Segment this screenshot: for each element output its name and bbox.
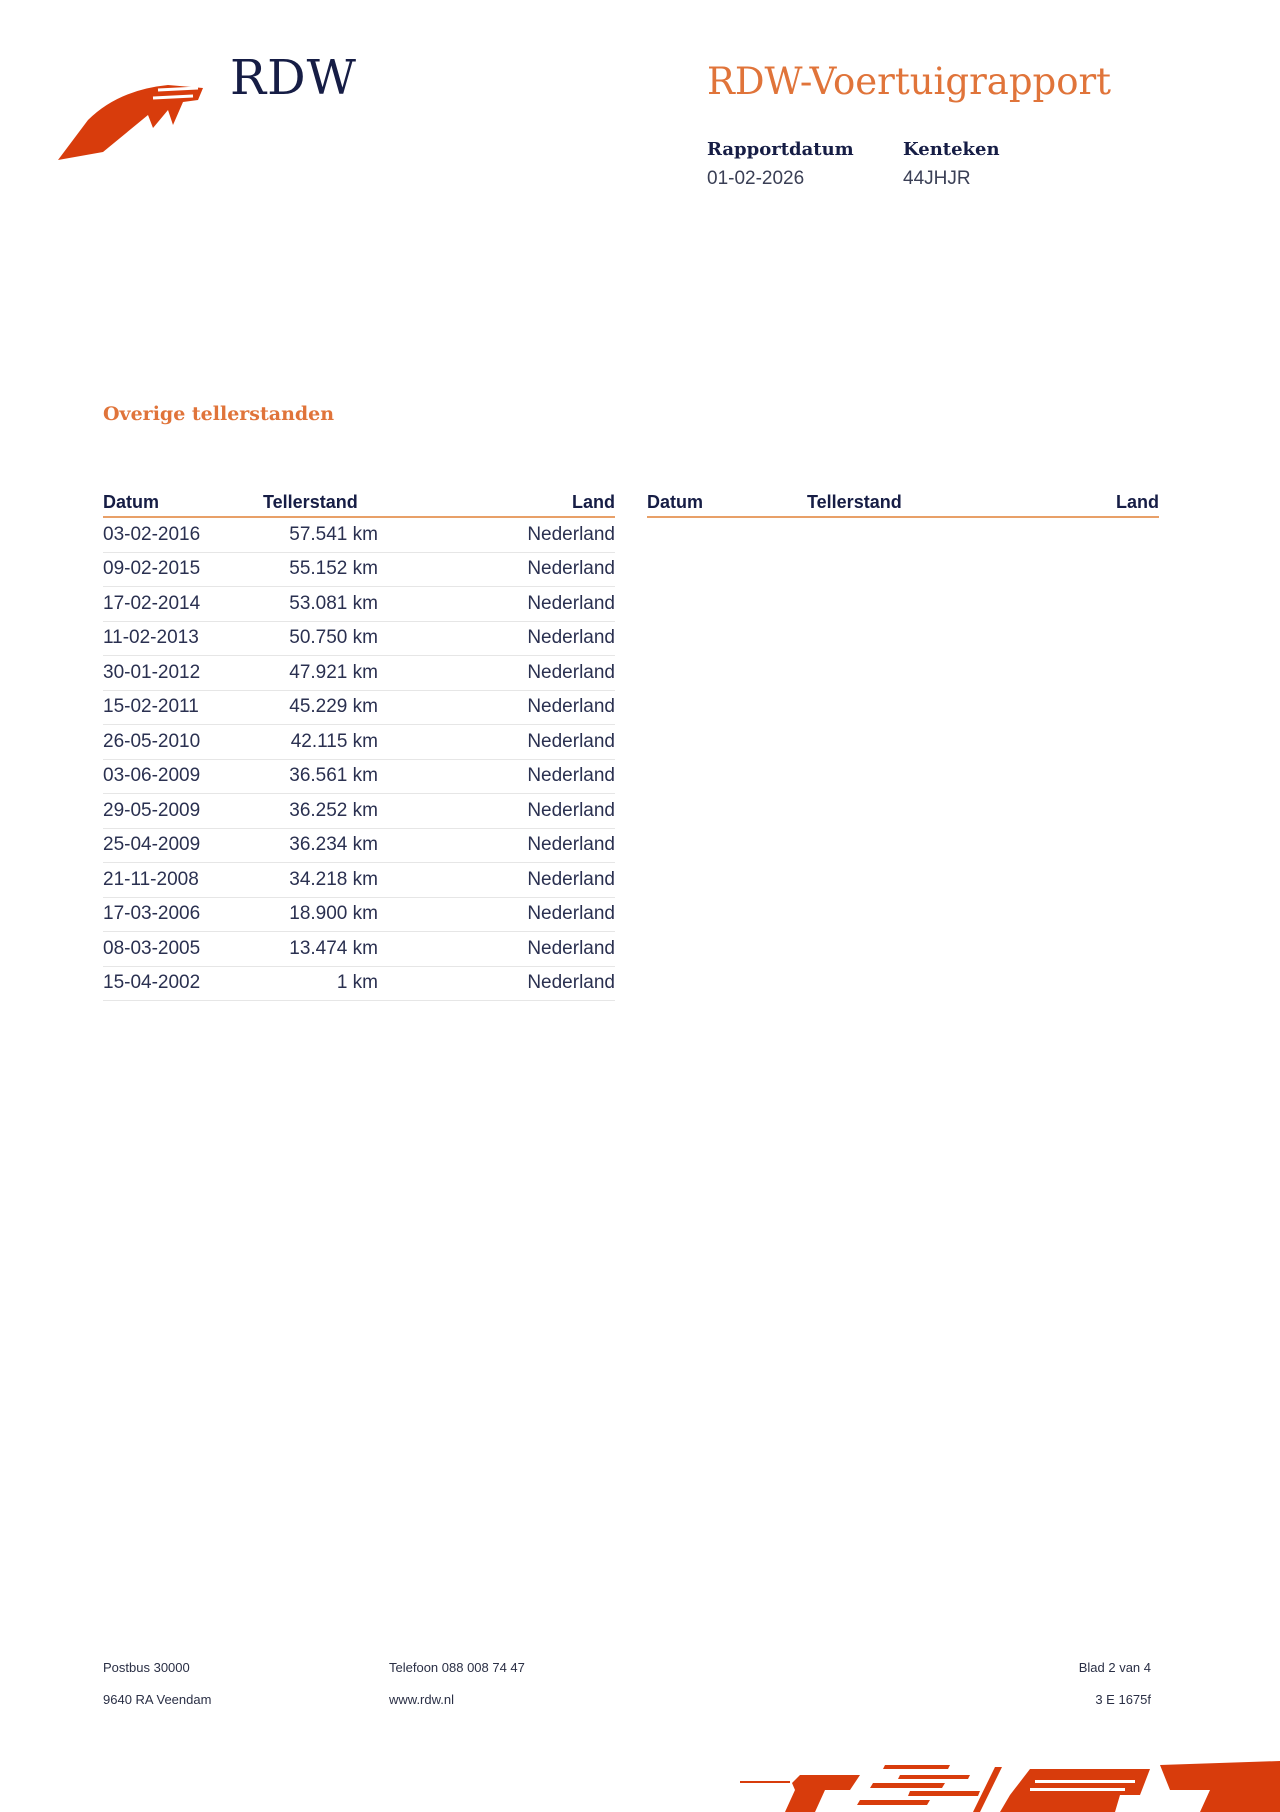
country-cell: Nederland — [378, 690, 615, 725]
table-row: 26-05-2010 42.115 km Nederland — [103, 724, 615, 760]
odometer-cell: 36.561 km — [253, 759, 378, 794]
date-cell: 17-02-2014 — [103, 586, 253, 622]
odometer-cell: 36.234 km — [253, 828, 378, 863]
country-cell: Nederland — [378, 621, 615, 656]
footer-document-code: 3 E 1675f — [1095, 1692, 1151, 1707]
rdw-logo-icon — [58, 85, 203, 160]
odometer-cell: 42.115 km — [253, 724, 378, 760]
country-cell: Nederland — [378, 655, 615, 691]
date-cell: 25-04-2009 — [103, 828, 253, 863]
date-cell: 08-03-2005 — [103, 931, 253, 967]
table-row: 03-06-2009 36.561 km Nederland — [103, 759, 615, 794]
logo-text: RDW — [230, 50, 357, 106]
footer-phone: Telefoon 088 008 74 47 — [389, 1660, 525, 1675]
column-header-date: Datum — [647, 488, 797, 518]
date-cell: 17-03-2006 — [103, 897, 253, 932]
date-cell: 15-02-2011 — [103, 690, 253, 725]
country-cell: Nederland — [378, 759, 615, 794]
column-header-country: Land — [378, 488, 615, 518]
date-cell: 30-01-2012 — [103, 655, 253, 691]
odometer-cell: 13.474 km — [253, 931, 378, 967]
odometer-table-left: Datum Tellerstand Land 03-02-2016 57.541 … — [103, 488, 615, 1001]
table-row: 21-11-2008 34.218 km Nederland — [103, 862, 615, 898]
odometer-cell: 18.900 km — [253, 897, 378, 932]
table-row: 15-02-2011 45.229 km Nederland — [103, 690, 615, 725]
table-header-row: Datum Tellerstand Land — [103, 488, 615, 518]
table-row: 11-02-2013 50.750 km Nederland — [103, 621, 615, 656]
country-cell: Nederland — [378, 897, 615, 932]
table-row: 03-02-2016 57.541 km Nederland — [103, 517, 615, 553]
column-header-odometer: Tellerstand — [797, 488, 922, 518]
date-cell: 29-05-2009 — [103, 793, 253, 829]
odometer-cell: 36.252 km — [253, 793, 378, 829]
table-row: 08-03-2005 13.474 km Nederland — [103, 931, 615, 967]
section-title: Overige tellerstanden — [103, 403, 335, 425]
country-cell: Nederland — [378, 828, 615, 863]
rdw-footer-graphic-icon — [740, 1761, 1280, 1812]
table-row: 29-05-2009 36.252 km Nederland — [103, 793, 615, 829]
column-header-odometer: Tellerstand — [253, 488, 378, 518]
footer-page-number: Blad 2 van 4 — [1078, 1660, 1151, 1675]
table-row: 17-02-2014 53.081 km Nederland — [103, 586, 615, 622]
table-row: 09-02-2015 55.152 km Nederland — [103, 552, 615, 587]
date-cell: 03-02-2016 — [103, 517, 253, 553]
country-cell: Nederland — [378, 793, 615, 829]
column-header-country: Land — [922, 488, 1159, 518]
odometer-cell: 50.750 km — [253, 621, 378, 656]
country-cell: Nederland — [378, 517, 615, 553]
country-cell: Nederland — [378, 966, 615, 1001]
report-date-value: 01-02-2026 — [707, 168, 805, 189]
country-cell: Nederland — [378, 586, 615, 622]
date-cell: 11-02-2013 — [103, 621, 253, 656]
footer-website-link[interactable]: www.rdw.nl — [389, 1692, 455, 1707]
table-row: 17-03-2006 18.900 km Nederland — [103, 897, 615, 932]
date-cell: 03-06-2009 — [103, 759, 253, 794]
table-header-row: Datum Tellerstand Land — [647, 488, 1159, 518]
report-date-label: Rapportdatum — [707, 139, 854, 160]
odometer-cell: 57.541 km — [253, 517, 378, 553]
country-cell: Nederland — [378, 931, 615, 967]
odometer-cell: 55.152 km — [253, 552, 378, 587]
column-header-date: Datum — [103, 488, 253, 518]
table-row: 15-04-2002 1 km Nederland — [103, 966, 615, 1001]
country-cell: Nederland — [378, 862, 615, 898]
odometer-cell: 47.921 km — [253, 655, 378, 691]
table-row: 30-01-2012 47.921 km Nederland — [103, 655, 615, 691]
license-plate-label: Kenteken — [903, 139, 1000, 160]
country-cell: Nederland — [378, 724, 615, 760]
footer-address-line1: Postbus 30000 — [103, 1660, 190, 1675]
odometer-cell: 34.218 km — [253, 862, 378, 898]
country-cell: Nederland — [378, 552, 615, 587]
table-row: 25-04-2009 36.234 km Nederland — [103, 828, 615, 863]
date-cell: 21-11-2008 — [103, 862, 253, 898]
report-title: RDW-Voertuigrapport — [707, 60, 1112, 103]
odometer-cell: 45.229 km — [253, 690, 378, 725]
date-cell: 26-05-2010 — [103, 724, 253, 760]
footer-address-line2: 9640 RA Veendam — [103, 1692, 212, 1707]
odometer-cell: 53.081 km — [253, 586, 378, 622]
date-cell: 15-04-2002 — [103, 966, 253, 1001]
odometer-table-right: Datum Tellerstand Land — [647, 488, 1159, 518]
license-plate-value: 44JHJR — [903, 168, 971, 189]
odometer-cell: 1 km — [253, 966, 378, 1001]
date-cell: 09-02-2015 — [103, 552, 253, 587]
